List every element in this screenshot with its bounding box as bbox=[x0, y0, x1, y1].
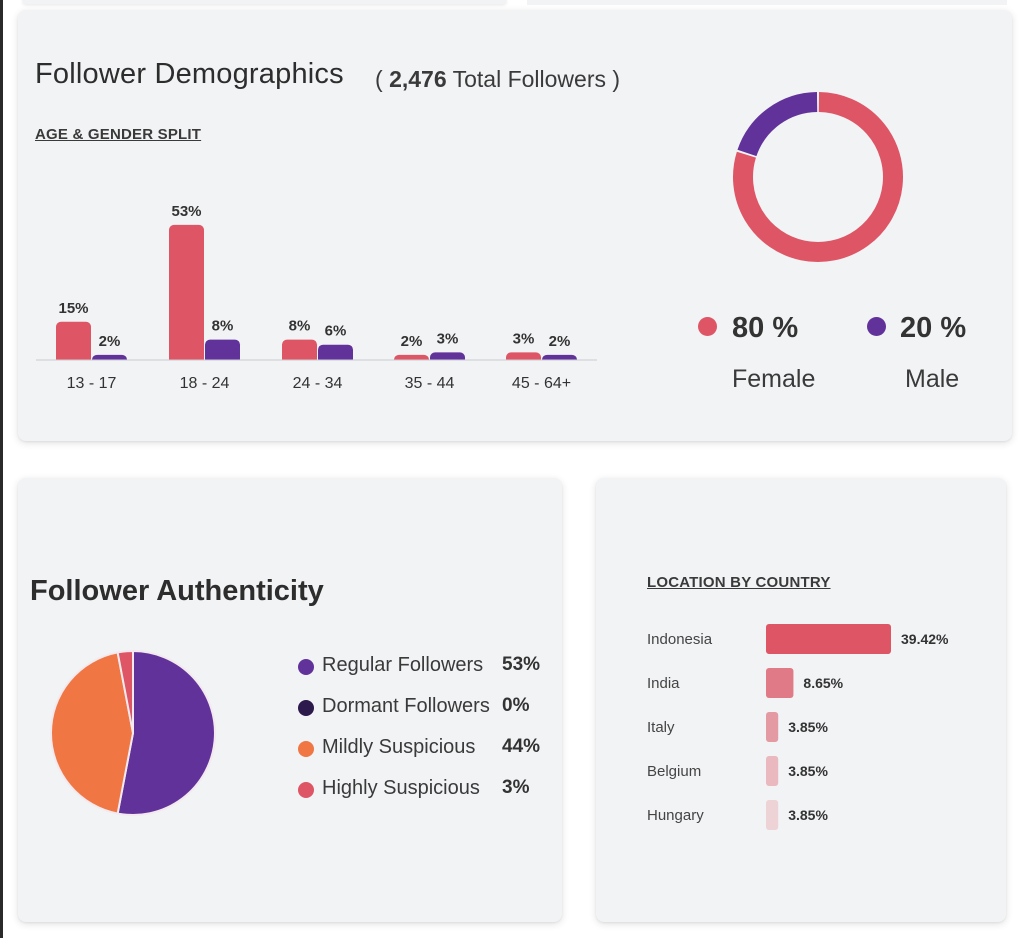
male-donut-segment bbox=[737, 92, 818, 157]
gender-donut-chart bbox=[733, 92, 903, 262]
total-followers-count: 2,476 bbox=[389, 66, 447, 92]
male-bar-value-label-1: 8% bbox=[212, 318, 234, 335]
country-bar-3 bbox=[766, 756, 779, 786]
location-by-country-label: LOCATION BY COUNTRY bbox=[647, 574, 831, 591]
female-donut-segment bbox=[733, 92, 903, 262]
country-label-4: Hungary bbox=[647, 807, 704, 824]
mildly-suspicious-dot bbox=[298, 741, 314, 757]
age-gender-bar-chart: 15% 2% 13 - 17 53% 8% 18 - 24 8% 6% 24 - 34 2% 3% 3… bbox=[34, 203, 604, 392]
total-open-paren: ( bbox=[375, 66, 383, 92]
authenticity-pie-chart bbox=[50, 649, 216, 816]
female-bar-1 bbox=[169, 224, 204, 364]
age-gender-split-label: AGE & GENDER SPLIT bbox=[35, 126, 202, 143]
highly-suspicious-label: Highly Suspicious bbox=[322, 777, 480, 799]
dormant-followers-dot bbox=[298, 700, 314, 716]
female-bar-value-label-0: 15% bbox=[58, 300, 88, 317]
country-value-label-4: 3.85% bbox=[788, 807, 828, 823]
highly-suspicious-pct: 3% bbox=[502, 777, 530, 798]
demographics-title: Follower Demographics bbox=[35, 58, 344, 90]
male-bar-2 bbox=[318, 344, 353, 364]
country-bar-1 bbox=[766, 668, 794, 698]
follower-authenticity-card: Follower Authenticity Regular Followers … bbox=[18, 478, 562, 922]
male-bar-value-label-0: 2% bbox=[99, 333, 121, 350]
country-value-label-2: 3.85% bbox=[788, 719, 828, 735]
card-above-stub bbox=[22, 0, 507, 4]
female-bar-0 bbox=[56, 321, 91, 364]
female-bar-value-label-1: 53% bbox=[171, 203, 201, 220]
female-bar-2 bbox=[282, 339, 317, 364]
age-category-label-4: 45 - 64+ bbox=[512, 375, 571, 392]
age-category-label-2: 24 - 34 bbox=[293, 375, 343, 392]
authenticity-legend: Regular Followers 53% Dormant Followers … bbox=[296, 654, 556, 818]
legend-item-highly-suspicious: Highly Suspicious 3% bbox=[296, 777, 556, 818]
legend-item-dormant-followers: Dormant Followers 0% bbox=[296, 695, 556, 736]
dormant-followers-label: Dormant Followers bbox=[322, 695, 490, 717]
male-legend-dot bbox=[867, 317, 886, 336]
female-bar-value-label-2: 8% bbox=[289, 318, 311, 335]
regular-followers-label: Regular Followers bbox=[322, 654, 484, 676]
dormant-followers-pct: 0% bbox=[502, 695, 530, 716]
male-bar-value-label-3: 3% bbox=[437, 330, 459, 347]
female-percentage: 80 % bbox=[732, 312, 799, 344]
country-value-label-3: 3.85% bbox=[788, 763, 828, 779]
highly-suspicious-dot bbox=[298, 782, 314, 798]
location-by-country-card: LOCATION BY COUNTRY Indonesia 39.42% India… bbox=[596, 478, 1006, 922]
pie-slice-mildly-suspicious bbox=[50, 651, 134, 815]
card-above-stub bbox=[527, 0, 1007, 5]
age-category-label-1: 18 - 24 bbox=[180, 375, 230, 392]
total-followers: ( 2,476 Total Followers ) bbox=[375, 66, 620, 93]
follower-demographics-card: Follower Demographics ( 2,476 Total Foll… bbox=[18, 10, 1012, 441]
location-bar-chart: Indonesia 39.42% India 8.65% Italy 3.85% Belgi… bbox=[647, 624, 949, 830]
country-bar-0 bbox=[766, 624, 891, 654]
female-label: Female bbox=[732, 365, 816, 393]
country-value-label-0: 39.42% bbox=[901, 631, 949, 647]
male-percentage: 20 % bbox=[900, 312, 967, 344]
pie-slice-highly-suspicious bbox=[116, 649, 134, 734]
country-label-0: Indonesia bbox=[647, 631, 713, 648]
female-bar-value-label-3: 2% bbox=[401, 333, 423, 350]
legend-item-regular-followers: Regular Followers 53% bbox=[296, 654, 556, 695]
female-bar-value-label-4: 3% bbox=[513, 330, 535, 347]
bar-base-mask bbox=[34, 360, 604, 366]
country-label-2: Italy bbox=[647, 719, 675, 736]
legend-item-mildly-suspicious: Mildly Suspicious 44% bbox=[296, 736, 556, 777]
male-bar-value-label-4: 2% bbox=[549, 333, 571, 350]
country-bar-4 bbox=[766, 800, 779, 830]
female-legend-dot bbox=[698, 317, 717, 336]
male-bar-value-label-2: 6% bbox=[325, 323, 347, 340]
mildly-suspicious-label: Mildly Suspicious bbox=[322, 736, 476, 758]
country-bar-2 bbox=[766, 712, 779, 742]
pie-slice-regular-followers bbox=[116, 650, 216, 816]
male-label: Male bbox=[905, 365, 960, 393]
authenticity-title: Follower Authenticity bbox=[30, 575, 324, 607]
total-followers-label: Total Followers bbox=[452, 66, 606, 92]
window-edge bbox=[0, 0, 3, 938]
country-value-label-1: 8.65% bbox=[803, 675, 843, 691]
age-category-label-0: 13 - 17 bbox=[67, 375, 117, 392]
age-category-label-3: 35 - 44 bbox=[405, 375, 455, 392]
country-label-1: India bbox=[647, 675, 680, 692]
mildly-suspicious-pct: 44% bbox=[502, 736, 541, 757]
regular-followers-pct: 53% bbox=[502, 654, 541, 675]
total-close-paren: ) bbox=[612, 66, 621, 92]
regular-followers-dot bbox=[298, 659, 314, 675]
male-bar-1 bbox=[205, 339, 240, 364]
country-label-3: Belgium bbox=[647, 763, 701, 780]
